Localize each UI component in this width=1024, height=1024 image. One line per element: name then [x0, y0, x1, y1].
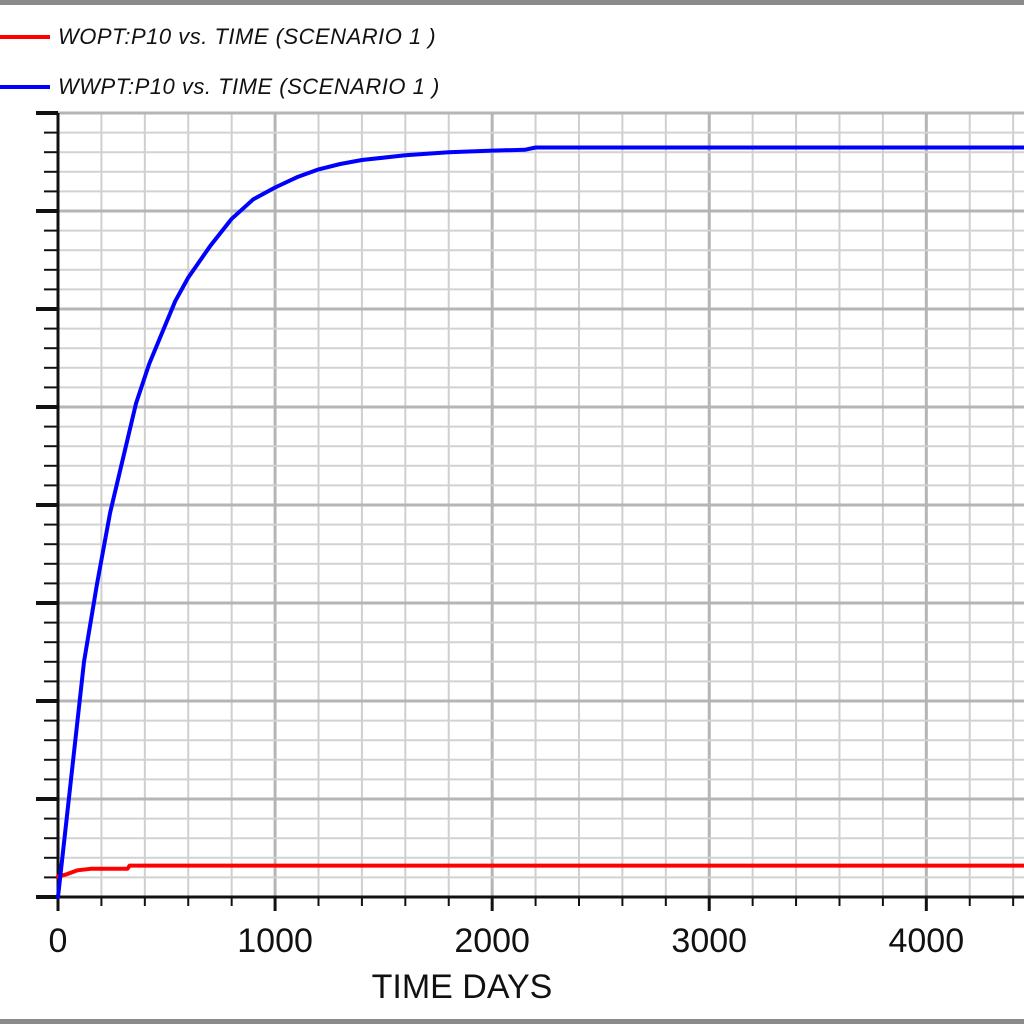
series-lines — [56, 145, 1024, 899]
x-tick-label: 3000 — [671, 922, 747, 960]
x-tick-label: 2000 — [454, 922, 530, 960]
legend-swatch-wwpt — [0, 85, 50, 89]
series-line-wopt — [56, 863, 1024, 879]
axes — [36, 111, 1024, 911]
x-axis-title: TIME DAYS — [372, 968, 553, 1006]
x-tick-label: 1000 — [237, 922, 313, 960]
x-tick-label: 4000 — [888, 922, 964, 960]
series-line-wwpt — [56, 145, 1024, 899]
grid — [58, 111, 1024, 897]
x-tick-label: 0 — [49, 922, 68, 960]
legend-swatch-wopt — [0, 35, 50, 39]
tick-labels: 0 1000 2000 3000 4000 — [49, 922, 965, 960]
legend-label-wwpt: WWPT:P10 vs. TIME (SCENARIO 1 ) — [58, 74, 440, 99]
legend-label-wopt: WOPT:P10 vs. TIME (SCENARIO 1 ) — [58, 24, 437, 49]
